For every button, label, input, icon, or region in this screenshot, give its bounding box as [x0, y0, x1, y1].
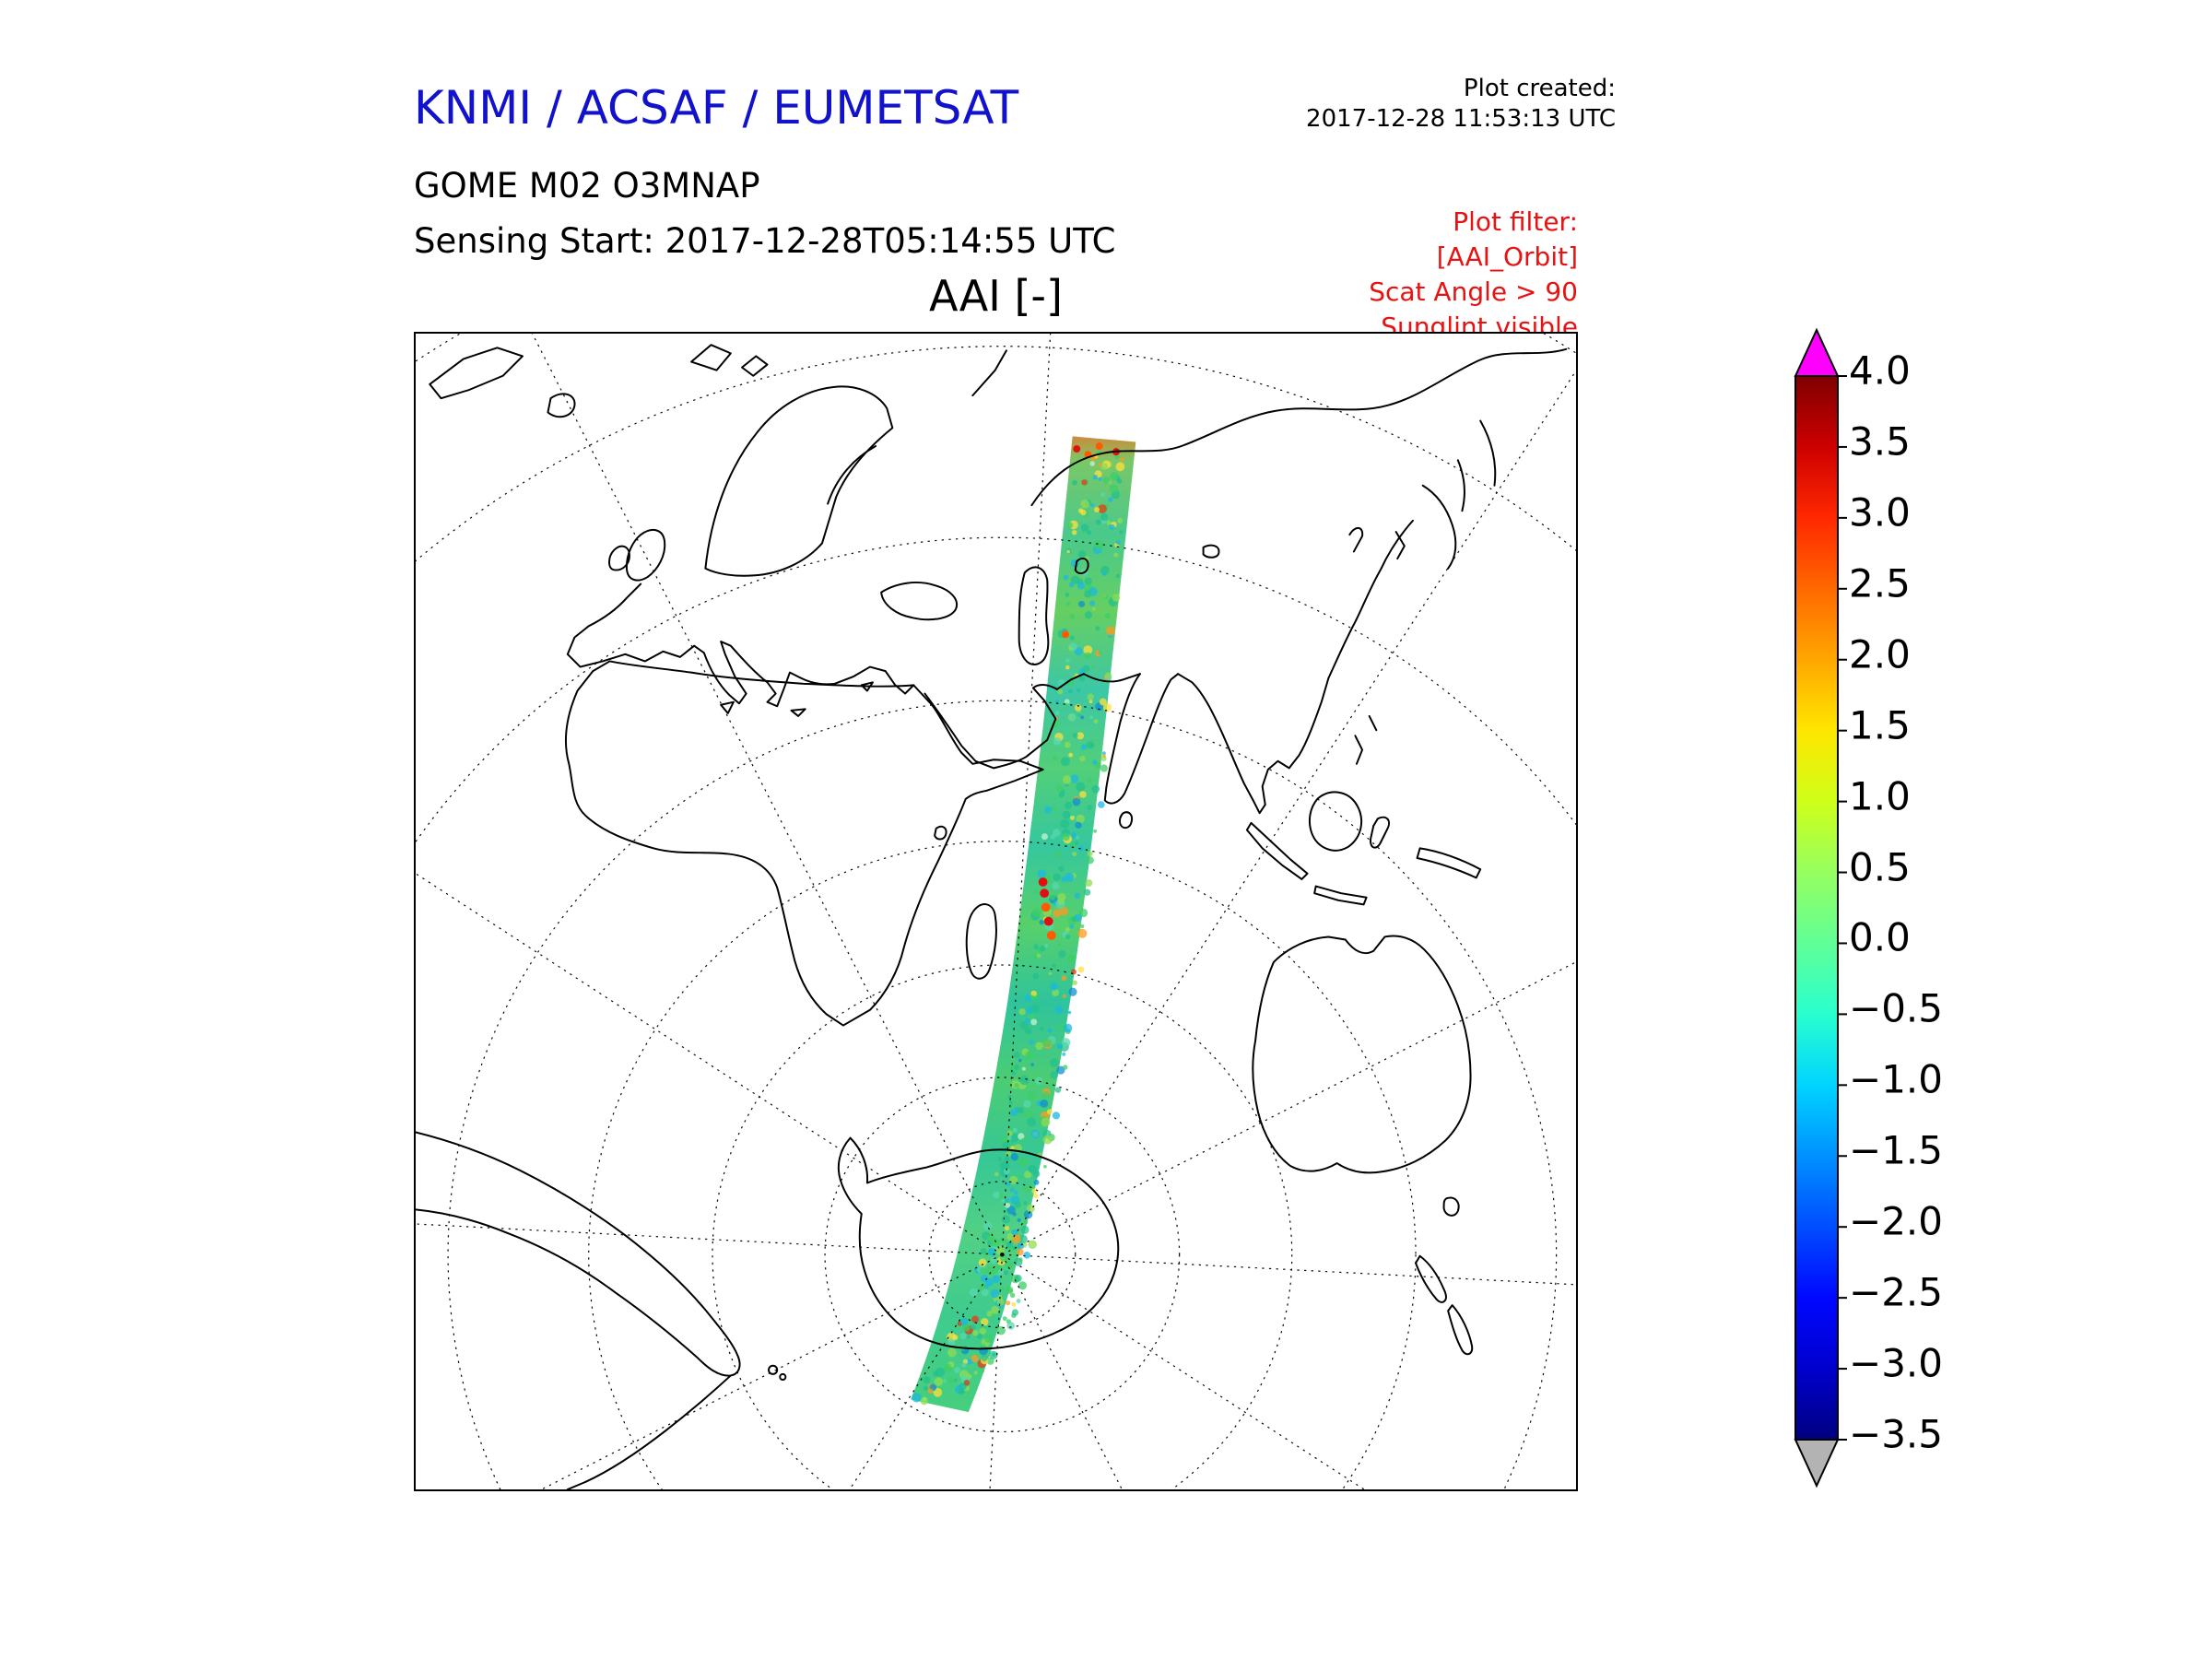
colorbar-tick-label: −0.5 [1849, 985, 1943, 1031]
plot-filter-line: [AAI_Orbit] [1436, 241, 1578, 272]
colorbar-over-arrow-icon [1794, 327, 1840, 377]
colorbar-gradient-bar [1794, 375, 1839, 1441]
colorbar-tick-label: −2.0 [1849, 1198, 1943, 1244]
colorbar-tick-label: 2.5 [1849, 560, 1911, 606]
colorbar-tick-label: −2.5 [1849, 1269, 1943, 1315]
colorbar-tick-label: 1.5 [1849, 702, 1911, 748]
colorbar-tick-label: −3.5 [1849, 1411, 1943, 1457]
colorbar-tick-label: 0.0 [1849, 914, 1911, 960]
map-coastlines [416, 344, 1568, 1489]
colorbar-tick-label: −1.0 [1849, 1056, 1943, 1102]
colorbar-tick-label: 3.0 [1849, 489, 1911, 535]
colorbar-tick-label: 1.0 [1849, 773, 1911, 819]
colorbar-tick-label: −1.5 [1849, 1127, 1943, 1173]
plot-filter-line: Scat Angle > 90 [1369, 276, 1578, 307]
colorbar-tick-marks [1838, 375, 1847, 1441]
colorbar-tick-label: 4.0 [1849, 347, 1911, 394]
plot-created-value: 2017-12-28 11:53:13 UTC [1306, 105, 1616, 133]
map-plot [414, 332, 1578, 1491]
colorbar-labels: 4.0 3.5 3.0 2.5 2.0 1.5 1.0 0.5 0.0 −0.5 −1.0 −1.5 −… [1849, 0, 2015, 1659]
swath-texture [912, 442, 1125, 1406]
sensing-start: Sensing Start: 2017-12-28T05:14:55 UTC [414, 221, 1116, 261]
colorbar-under-arrow-icon [1794, 1439, 1840, 1488]
product-title: GOME M02 O3MNAP [414, 166, 760, 206]
agency-title: KNMI / ACSAF / EUMETSAT [414, 81, 1019, 135]
colorbar [1794, 327, 1847, 1488]
world-map-svg [416, 334, 1576, 1489]
plot-filter-line: Plot filter: [1453, 206, 1578, 237]
colorbar-tick-label: −3.0 [1849, 1340, 1943, 1386]
colorbar-tick-label: 2.0 [1849, 631, 1911, 677]
colorbar-tick-label: 0.5 [1849, 844, 1911, 890]
plot-title: AAI [-] [929, 271, 1063, 321]
plot-created: Plot created: 2017-12-28 11:53:13 UTC [1306, 74, 1616, 135]
plot-created-label: Plot created: [1463, 75, 1616, 102]
satellite-swath [911, 436, 1136, 1413]
colorbar-tick-label: 3.5 [1849, 418, 1911, 465]
